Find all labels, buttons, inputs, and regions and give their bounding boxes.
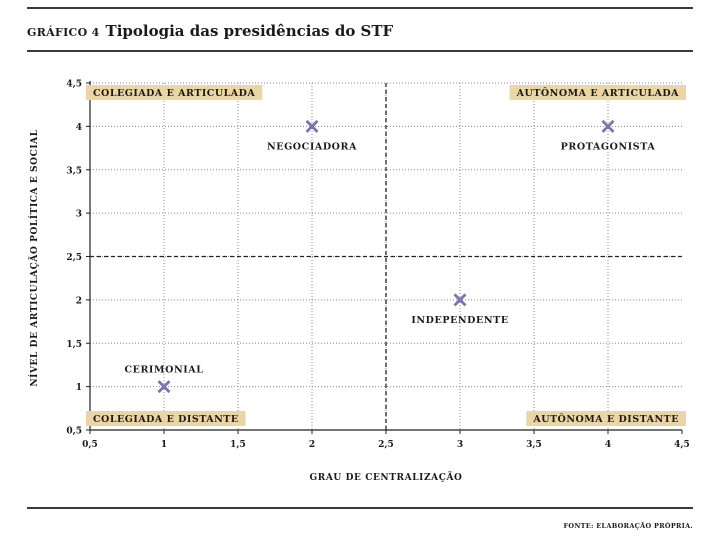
quadrant-label-text: AUTÔNOMA E DISTANTE <box>532 413 679 425</box>
reference-lines <box>90 83 682 430</box>
x-tick-label: 0,5 <box>82 440 98 450</box>
x-tick-label: 4 <box>605 440 611 450</box>
title-rule <box>27 50 693 52</box>
y-tick-label: 4 <box>76 123 82 133</box>
y-tick-label: 1,5 <box>66 340 82 350</box>
quadrant-label-text: COLEGIADA E DISTANTE <box>93 414 239 425</box>
point-label: CERIMONIAL <box>124 365 203 376</box>
bottom-rule <box>27 507 693 509</box>
point-marker <box>305 119 319 133</box>
y-axis-title: NÍVEL DE ARTICULAÇÃO POLÍTICA E SOCIAL <box>28 129 40 386</box>
y-tick-label: 2,5 <box>66 253 82 263</box>
axes: 0,5 1 1,5 2 2,5 3 3,5 4 4,5 0,5 1 1,5 2 2,5 3 3,5 4 4,5 <box>66 80 690 451</box>
point-label: NEGOCIADORA <box>267 141 357 152</box>
quadrant-label: COLEGIADA E ARTICULADA <box>86 85 263 100</box>
quadrant-label-text: COLEGIADA E ARTICULADA <box>93 88 255 99</box>
point-label: INDEPENDENTE <box>411 315 508 326</box>
quadrant-label: AUTÔNOMA E ARTICULADA <box>509 85 686 100</box>
point-marker <box>601 119 615 133</box>
x-tick-label: 2 <box>309 440 315 450</box>
y-tick-label: 3,5 <box>66 166 82 176</box>
quadrant-label-text: AUTÔNOMA E ARTICULADA <box>516 87 679 99</box>
y-tick-label: 4,5 <box>66 80 82 90</box>
x-axis-title: GRAU DE CENTRALIZAÇÃO <box>309 471 462 483</box>
quadrant-label-background <box>86 85 263 100</box>
quadrant-label-background <box>86 411 246 426</box>
data-points: CERIMONIAL NEGOCIADORA INDEPENDENTE PROTAGO… <box>124 119 656 394</box>
data-point: NEGOCIADORA <box>267 119 357 152</box>
figure-name: Tipologia das presidências do STF <box>105 22 394 40</box>
x-tick-label: 1 <box>161 440 167 450</box>
source-note: FONTE: ELABORAÇÃO PRÓPRIA. <box>563 522 693 530</box>
quadrant-label: AUTÔNOMA E DISTANTE <box>526 411 686 426</box>
y-tick-label: 1 <box>76 383 82 393</box>
data-point: CERIMONIAL <box>124 365 203 394</box>
x-tick-label: 2,5 <box>378 440 394 450</box>
top-rule <box>27 7 693 9</box>
point-marker <box>453 293 467 307</box>
y-tick-label: 2 <box>76 296 82 306</box>
quadrant-label-background <box>526 411 686 426</box>
figure-label: GRÁFICO 4 <box>27 26 100 39</box>
quadrant-label: COLEGIADA E DISTANTE <box>86 411 246 426</box>
x-tick-label: 3 <box>457 440 463 450</box>
quadrant-label-background <box>509 85 686 100</box>
quadrant-labels: COLEGIADA E ARTICULADA AUTÔNOMA E ARTICUL… <box>86 85 686 426</box>
data-point: INDEPENDENTE <box>411 293 508 326</box>
point-label: PROTAGONISTA <box>561 141 656 152</box>
y-tick-label: 3 <box>76 210 82 220</box>
x-tick-label: 1,5 <box>230 440 246 450</box>
y-tick-label: 0,5 <box>66 427 82 437</box>
x-tick-label: 4,5 <box>674 440 690 450</box>
point-marker <box>157 380 171 394</box>
figure-title: GRÁFICO 4 Tipologia das presidências do S… <box>27 22 393 40</box>
x-tick-label: 3,5 <box>526 440 542 450</box>
data-point: PROTAGONISTA <box>561 119 656 152</box>
